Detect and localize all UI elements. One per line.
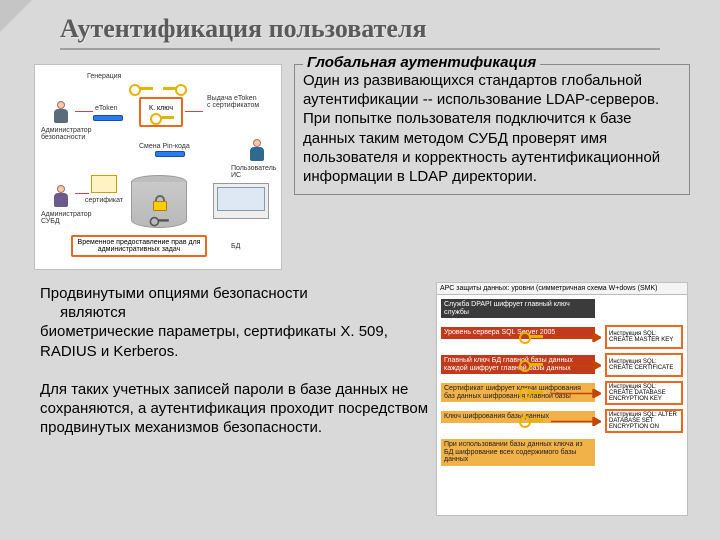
d2-row: Ключ шифрования базы данныхИнструкция SQ… (439, 409, 685, 435)
key-icon (129, 83, 155, 93)
key-icon (519, 415, 547, 427)
cert-icon (91, 175, 117, 193)
d1-box-manage: Временное предоставление прав для админи… (71, 235, 207, 257)
arrow-icon (551, 361, 601, 370)
d1-label-admin-sec: Администратор безопасности (41, 127, 87, 141)
global-auth-fieldset: Глобальная аутентификация Один из развив… (294, 64, 690, 195)
arrow-icon (551, 389, 601, 398)
database-icon (131, 175, 187, 235)
arrow-icon (551, 333, 601, 342)
key-icon (161, 83, 187, 93)
d2-header: АРС защиты данных: уровни (симметричная … (437, 283, 687, 295)
d1-label-etoken: eToken (95, 105, 118, 112)
d2-row: Уровень сервера SQL Server 2005Инструкци… (439, 325, 685, 351)
person-user-icon (249, 139, 265, 163)
slide-corner (0, 0, 32, 32)
d1-label-pin: Смена Pin-кода (139, 143, 190, 150)
d1-label-cert: сертификат (85, 197, 123, 204)
advanced-options-paragraph: Продвинутыми опциями безопасности являют… (40, 284, 422, 361)
key-icon (150, 216, 171, 224)
diagram-auth-flow: Генерация Администратор безопасности eTo… (34, 64, 282, 270)
d2-row: Главный ключ БД главной базы данных кажд… (439, 353, 685, 379)
d1-label-keys: К. ключ (149, 105, 173, 112)
d1-label-db: БД (231, 243, 240, 250)
para2-l1: Продвинутыми опциями безопасности (40, 285, 308, 302)
para2-rest: биометрические параметры, сертификаты X.… (40, 323, 388, 359)
para2-l2: являются (40, 303, 422, 322)
password-storage-paragraph: Для таких учетных записей пароли в базе … (40, 380, 442, 438)
diagram-encryption-layers: АРС защиты данных: уровни (симметричная … (436, 282, 688, 516)
key-icon (150, 112, 172, 120)
etoken-icon (155, 151, 185, 157)
etoken-icon (93, 115, 123, 121)
lock-icon (153, 195, 165, 209)
terminal-icon (213, 183, 269, 219)
d2-right-box: Инструкция SQL: CREATE DATABASE ENCRYPTI… (605, 381, 683, 405)
d2-right-box: Инструкция SQL: ALTER DATABASE SET ENCRY… (605, 409, 683, 433)
d2-row: При использовании базы данных ключа из Б… (439, 437, 685, 463)
d2-row: Служба DPAPI шифрует главный ключ службы (439, 297, 685, 323)
d1-label-user: Пользователь ИС (231, 165, 281, 179)
d2-left-strip: При использовании базы данных ключа из Б… (441, 439, 595, 466)
key-icon (519, 359, 547, 371)
title-underline (60, 48, 660, 50)
d2-right-box: Инструкция SQL: CREATE CERTIFICATE (605, 353, 683, 377)
person-admin-dba-icon (53, 185, 69, 209)
arrow-icon (551, 417, 601, 426)
d2-left-strip: Служба DPAPI шифрует главный ключ службы (441, 299, 595, 318)
person-admin-sec-icon (53, 101, 69, 125)
d1-label-cert-issue: Выдача eToken с сертификатом (207, 95, 267, 109)
d1-label-manage: Временное предоставление прав для админи… (75, 239, 203, 253)
key-icon (519, 331, 547, 343)
global-auth-panel: Глобальная аутентификация Один из развив… (294, 64, 690, 195)
d2-row: Сертификат шифрует ключи шифрования баз … (439, 381, 685, 407)
d1-label-generation: Генерация (87, 73, 121, 80)
d2-right-box: Инструкция SQL: CREATE MASTER KEY (605, 325, 683, 349)
slide-title: Аутентификация пользователя (60, 14, 427, 44)
global-auth-legend: Глобальная аутентификация (303, 54, 540, 71)
global-auth-body: Один из развивающихся стандартов глобаль… (303, 71, 681, 186)
key-icon (519, 387, 547, 399)
d1-box-keys: К. ключ (139, 97, 183, 127)
d1-label-admin-dba: Администратор СУБД (41, 211, 87, 225)
